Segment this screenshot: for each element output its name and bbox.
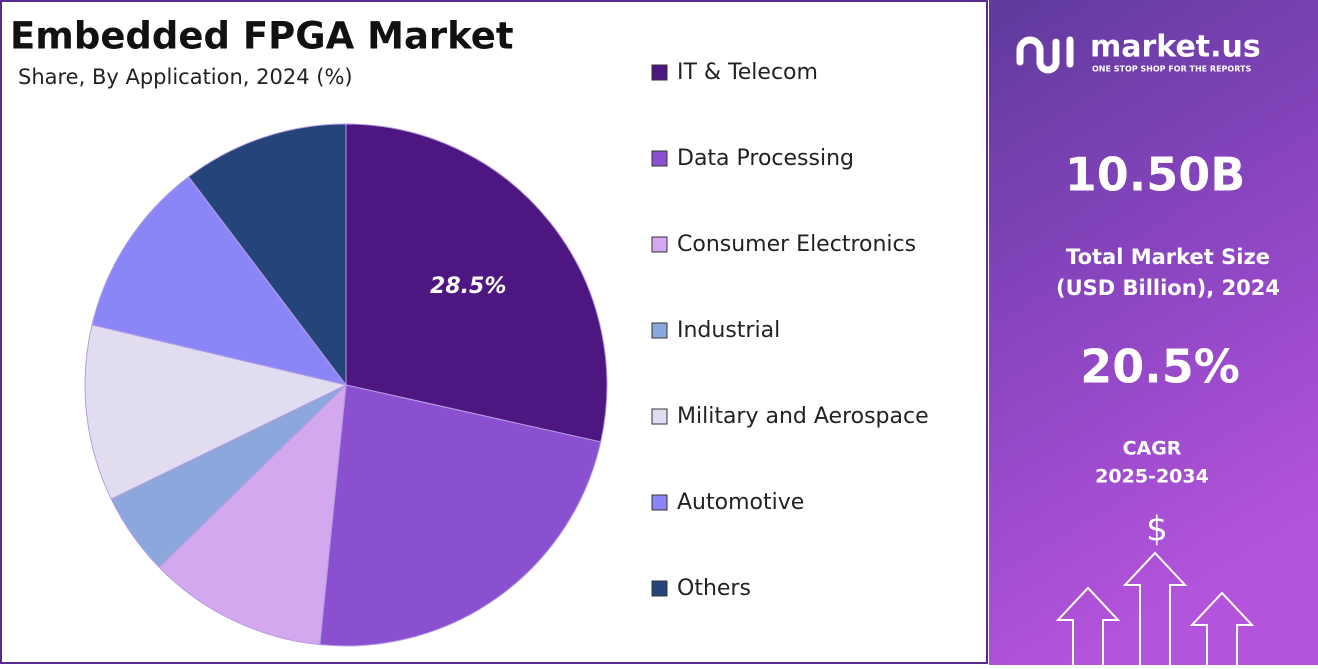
legend-swatch [651, 64, 668, 81]
logo [1016, 36, 1074, 74]
side-panel [989, 0, 1318, 665]
cagr-label: CAGR [1123, 438, 1182, 460]
pie-slice [187, 123, 347, 387]
cagr: 20.5% [1080, 340, 1240, 394]
legend-label: Automotive [677, 490, 804, 515]
chart-title: Embedded FPGA Market [10, 15, 514, 58]
legend-label: Data Processing [677, 146, 854, 171]
legend: IT & Telecom Data Processing Consumer Elec… [651, 60, 929, 601]
legend-swatch [651, 236, 668, 253]
tagline: ONE STOP SHOP FOR THE REPORTS [1092, 65, 1251, 74]
legend-swatch [651, 580, 668, 597]
legend-swatch [651, 494, 668, 511]
pie-slice [91, 176, 348, 386]
brand: market.us [1090, 30, 1261, 65]
slice-label: 28.5% [430, 274, 506, 299]
legend-label: Military and Aerospace [677, 404, 929, 429]
currency-icon: $ [1146, 510, 1168, 550]
growth-arrows [1055, 551, 1255, 665]
legend-label: IT & Telecom [677, 60, 818, 85]
legend-label: Others [677, 576, 751, 601]
legend-swatch [651, 150, 668, 167]
pie-slice [84, 324, 348, 500]
legend-label: Industrial [677, 318, 780, 343]
legend-swatch [651, 408, 668, 425]
pie-slice [319, 384, 602, 647]
legend-label: Consumer Electronics [677, 232, 916, 257]
market-size-label: (USD Billion), 2024 [1056, 276, 1280, 300]
pie-slice [345, 123, 608, 443]
market-size: 10.50B [1065, 148, 1246, 202]
pie: 28.5% [84, 123, 608, 647]
chart-subtitle: Share, By Application, 2024 (%) [18, 65, 353, 89]
cagr-label: 2025-2034 [1095, 466, 1209, 488]
legend-swatch [651, 322, 668, 339]
pie-slice [158, 383, 347, 646]
market-size-label: Total Market Size [1066, 245, 1270, 269]
